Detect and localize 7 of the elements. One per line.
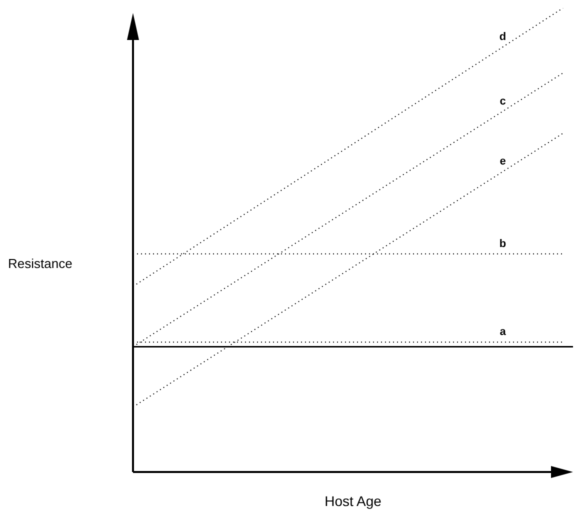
y-axis-title: Resistance <box>8 256 72 271</box>
series-label: b <box>499 238 506 250</box>
x-axis-title: Host Age <box>324 493 382 509</box>
series-label: d <box>499 30 506 43</box>
series-label: e <box>500 156 506 168</box>
series-label: a <box>500 326 507 338</box>
series-label: c <box>500 95 506 108</box>
